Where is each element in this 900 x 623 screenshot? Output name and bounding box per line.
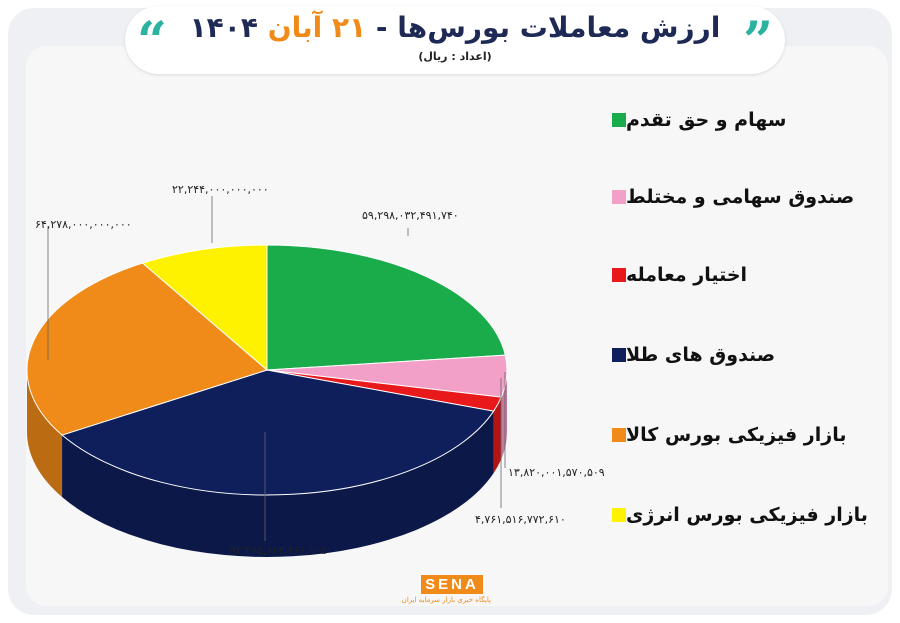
legend-label: اختیار معامله	[626, 264, 748, 286]
legend-swatch	[612, 113, 626, 127]
value-label-1: ۱۳,۸۲۰,۰۰۱,۵۷۰,۵۰۹	[508, 466, 605, 479]
logo-tagline: پایگاه خبری بازار سرمایه ایران	[401, 596, 491, 604]
legend-item: بازار فیزیکی بورس انرژی	[600, 500, 868, 530]
title-main: ارزش معاملات بورس‌ها -	[366, 11, 721, 44]
legend-label: صندوق سهامی و مختلط	[626, 186, 855, 208]
legend-item: سهام و حق تقدم	[600, 105, 862, 135]
leader-lines	[47, 196, 506, 541]
title-year: ۱۴۰۴	[189, 11, 258, 44]
pie-slice-5	[141, 244, 268, 372]
legend-swatch	[612, 268, 626, 282]
title-banner: “ ” ارزش معاملات بورس‌ها - ۲۱ آبان ۱۴۰۴ …	[125, 6, 785, 74]
value-label-3: ۹۲,۲۶۵,۶۲۳,۹۶۶,۱۰۵	[230, 544, 327, 557]
legend-item: صندوق سهامی و مختلط	[600, 182, 862, 212]
legend-swatch	[612, 508, 626, 522]
pie-side-walls	[27, 370, 507, 557]
pie-side-1	[501, 370, 507, 460]
close-quote-icon: ”	[743, 11, 773, 72]
legend-label: بازار فیزیکی بورس انرژی	[626, 504, 868, 526]
open-quote-icon: “	[137, 11, 167, 72]
title-date: ۲۱ آبان	[267, 11, 367, 44]
value-label-2: ۴,۷۶۱,۵۱۶,۷۷۲,۶۱۰	[475, 513, 566, 526]
legend-swatch	[612, 190, 626, 204]
legend-label: سهام و حق تقدم	[626, 109, 787, 131]
legend-label: صندوق های طلا	[626, 344, 776, 366]
pie-side-4	[27, 370, 63, 498]
chart-subtitle: (اعداد : ریال)	[418, 50, 492, 63]
value-label-4: ۶۴,۲۷۸,۰۰۰,۰۰۰,۰۰۰	[35, 218, 132, 231]
legend-item: صندوق های طلا	[600, 340, 862, 370]
legend-swatch	[612, 348, 626, 362]
legend-item: اختیار معامله	[600, 260, 862, 290]
legend-item: بازار فیزیکی بورس کالا	[600, 420, 862, 450]
pie-top-faces	[26, 244, 508, 496]
legend-swatch	[612, 428, 626, 442]
value-label-0: ۵۹,۲۹۸,۰۳۲,۴۹۱,۷۴۰	[362, 209, 459, 222]
logo-mark: SENA	[421, 575, 483, 594]
sena-logo: SENA پایگاه خبری بازار سرمایه ایران	[401, 574, 491, 610]
chart-title: ارزش معاملات بورس‌ها - ۲۱ آبان ۱۴۰۴	[125, 10, 785, 46]
value-label-5: ۲۲,۲۴۴,۰۰۰,۰۰۰,۰۰۰	[172, 183, 269, 196]
legend-label: بازار فیزیکی بورس کالا	[626, 424, 847, 446]
pie-slice-0	[266, 244, 506, 371]
pie-slice-4	[26, 262, 269, 436]
pie-side-2	[493, 397, 502, 474]
pie-side-3	[62, 411, 494, 557]
